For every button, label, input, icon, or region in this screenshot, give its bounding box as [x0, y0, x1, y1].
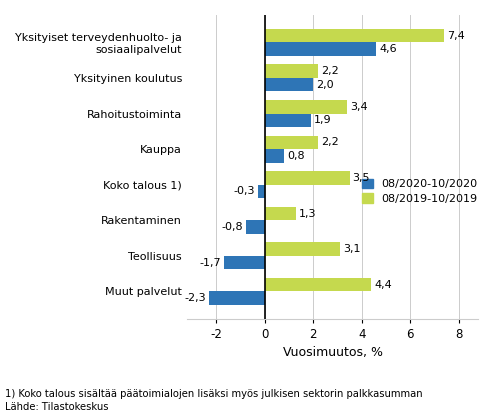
Text: 1,9: 1,9 — [314, 115, 331, 125]
Legend: 08/2020-10/2020, 08/2019-10/2019: 08/2020-10/2020, 08/2019-10/2019 — [361, 178, 478, 204]
Text: -0,3: -0,3 — [233, 186, 255, 196]
X-axis label: Vuosimuutos, %: Vuosimuutos, % — [282, 347, 383, 359]
Text: 2,2: 2,2 — [321, 66, 339, 76]
Bar — [265, 171, 350, 185]
Bar — [265, 136, 318, 149]
Bar — [258, 185, 265, 198]
Text: 3,5: 3,5 — [352, 173, 370, 183]
Bar — [265, 78, 314, 92]
Text: -1,7: -1,7 — [199, 258, 221, 267]
Text: 1,3: 1,3 — [299, 208, 317, 218]
Text: -0,8: -0,8 — [221, 222, 243, 232]
Bar — [246, 220, 265, 234]
Bar — [265, 114, 311, 127]
Bar — [265, 149, 284, 163]
Bar — [224, 256, 265, 270]
Text: 7,4: 7,4 — [447, 30, 465, 41]
Text: -2,3: -2,3 — [185, 293, 206, 303]
Text: 1) Koko talous sisältää päätoimialojen lisäksi myös julkisen sektorin palkkasumm: 1) Koko talous sisältää päätoimialojen l… — [5, 389, 423, 399]
Text: Lähde: Tilastokeskus: Lähde: Tilastokeskus — [5, 402, 108, 412]
Bar — [265, 278, 371, 292]
Text: 2,2: 2,2 — [321, 137, 339, 147]
Text: 0,8: 0,8 — [287, 151, 305, 161]
Bar — [265, 42, 376, 56]
Text: 3,4: 3,4 — [350, 102, 368, 112]
Text: 3,1: 3,1 — [343, 244, 360, 254]
Bar — [265, 64, 318, 78]
Bar — [265, 100, 347, 114]
Bar — [265, 29, 444, 42]
Text: 2,0: 2,0 — [316, 80, 334, 90]
Text: 4,6: 4,6 — [379, 44, 397, 54]
Bar — [209, 292, 265, 305]
Bar — [265, 243, 340, 256]
Bar — [265, 207, 296, 220]
Text: 4,4: 4,4 — [374, 280, 392, 290]
